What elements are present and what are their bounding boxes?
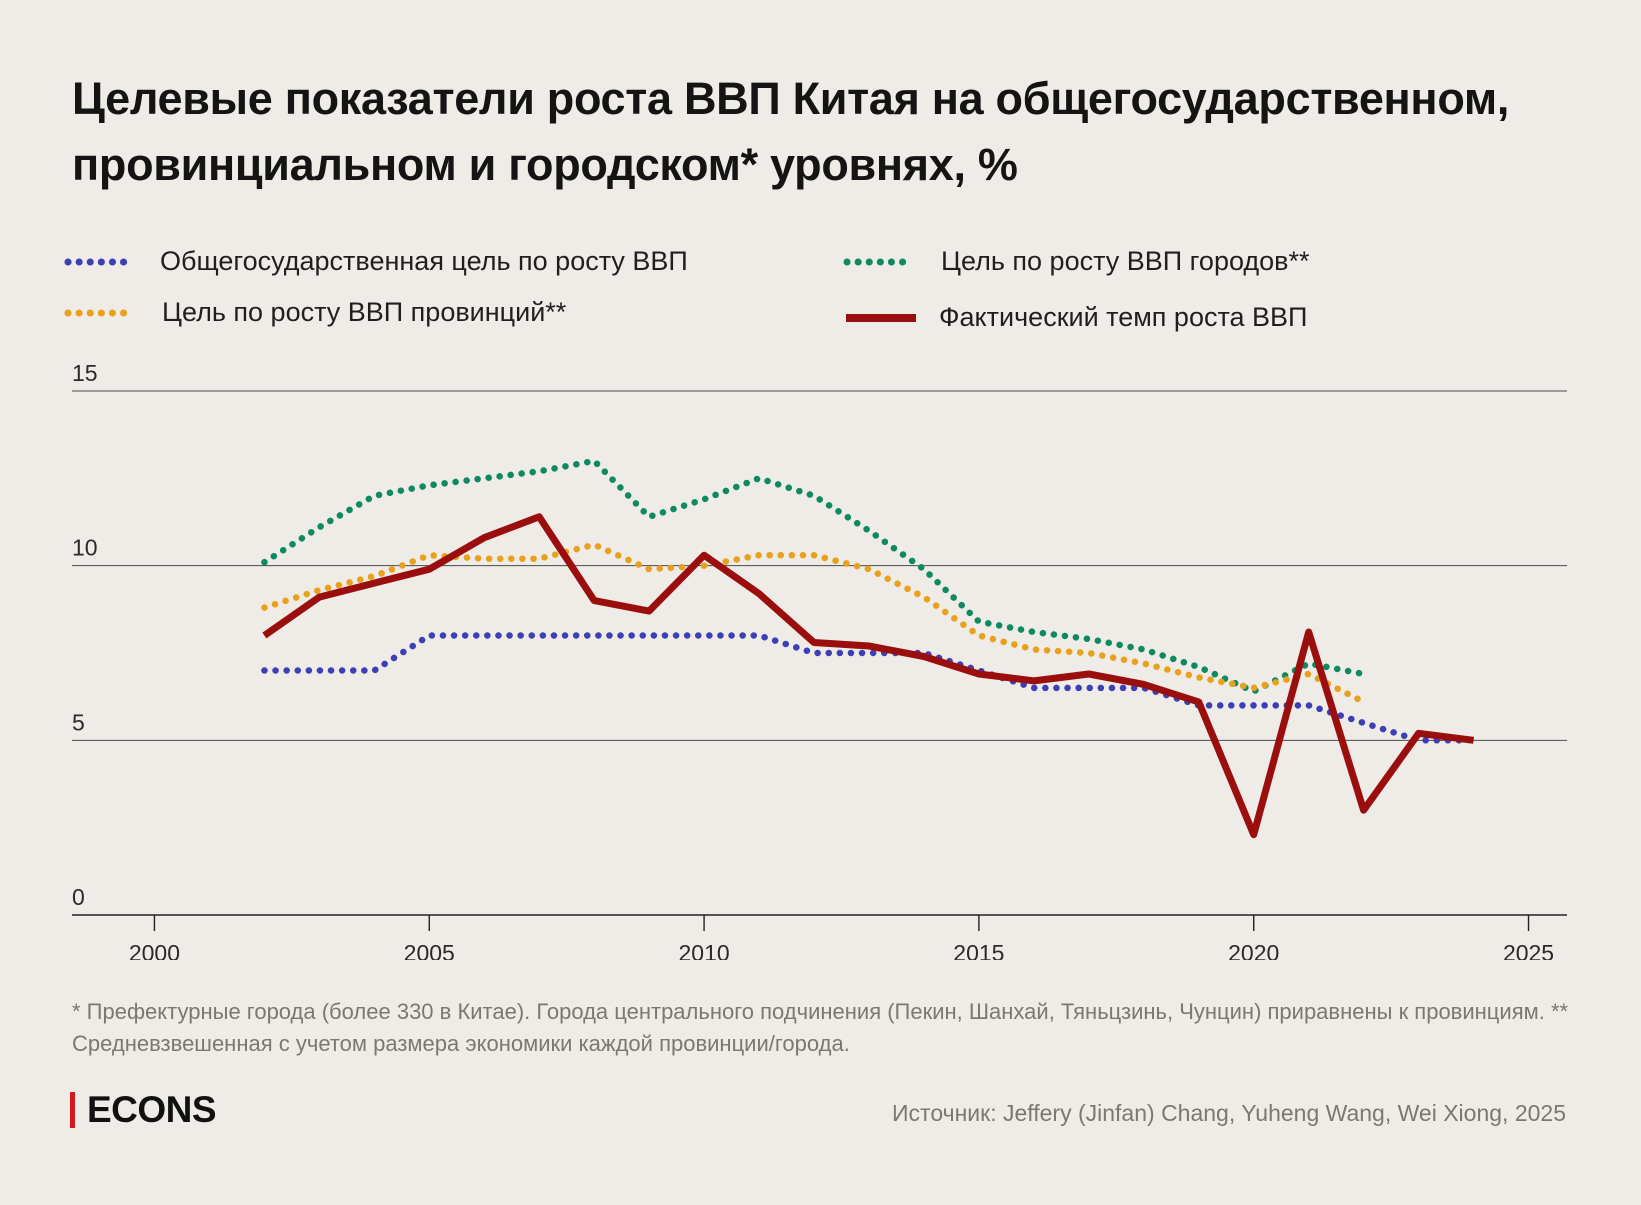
legend-province: Цель по росту ВВП провинций**: [64, 297, 566, 328]
legend-actual-label: Фактический темп роста ВВП: [939, 302, 1308, 332]
series-line-actual: [262, 513, 1475, 839]
y-tick-label-10: 10: [72, 535, 98, 561]
series-line-city: [261, 457, 1367, 695]
y-tick-label-15: 15: [72, 360, 98, 386]
y-tick-label-0: 0: [72, 884, 85, 910]
line-chart: 0 5 10 15 2000 2005 2010 2015 2020 2025: [72, 360, 1567, 960]
logo-bar: [70, 1092, 75, 1128]
legend-national: Общегосударственная цель по росту ВВП: [64, 246, 688, 277]
series-line-national: [261, 632, 1477, 744]
legend-actual: Фактический темп роста ВВП: [845, 302, 1307, 333]
chart-title: Целевые показатели роста ВВП Китая на об…: [72, 73, 1510, 190]
legend-national-label: Общегосударственная цель по росту ВВП: [160, 246, 688, 276]
legend-national-swatch: [64, 256, 136, 268]
y-tick-label-5: 5: [72, 709, 85, 735]
econs-logo: ECONS: [70, 1089, 217, 1130]
legend-city-label: Цель по росту ВВП городов**: [941, 246, 1310, 276]
legend-province-label: Цель по росту ВВП провинций**: [162, 297, 567, 327]
grid-layer: 0 5 10 15: [72, 360, 1567, 916]
legend-city: Цель по росту ВВП городов**: [843, 246, 1310, 277]
logo-text: ECONS: [87, 1089, 217, 1130]
source-credit: Источник: Jeffery (Jinfan) Chang, Yuheng…: [892, 1100, 1566, 1126]
x-tick-label-2005: 2005: [404, 940, 455, 960]
series-layer: [261, 457, 1477, 839]
x-tick-label-2010: 2010: [678, 940, 729, 960]
x-tick-label-2000: 2000: [129, 940, 180, 960]
x-tick-label-2020: 2020: [1228, 940, 1279, 960]
footnote: * Префектурные города (более 330 в Китае…: [72, 999, 1569, 1056]
x-tick-label-2025: 2025: [1503, 940, 1554, 960]
legend-city-swatch: [843, 256, 915, 268]
x-tick-label-2015: 2015: [953, 940, 1004, 960]
legend-province-swatch: [64, 307, 136, 319]
legend-actual-swatch: [845, 312, 917, 324]
x-axis: 2000 2005 2010 2015 2020 2025: [129, 915, 1554, 960]
